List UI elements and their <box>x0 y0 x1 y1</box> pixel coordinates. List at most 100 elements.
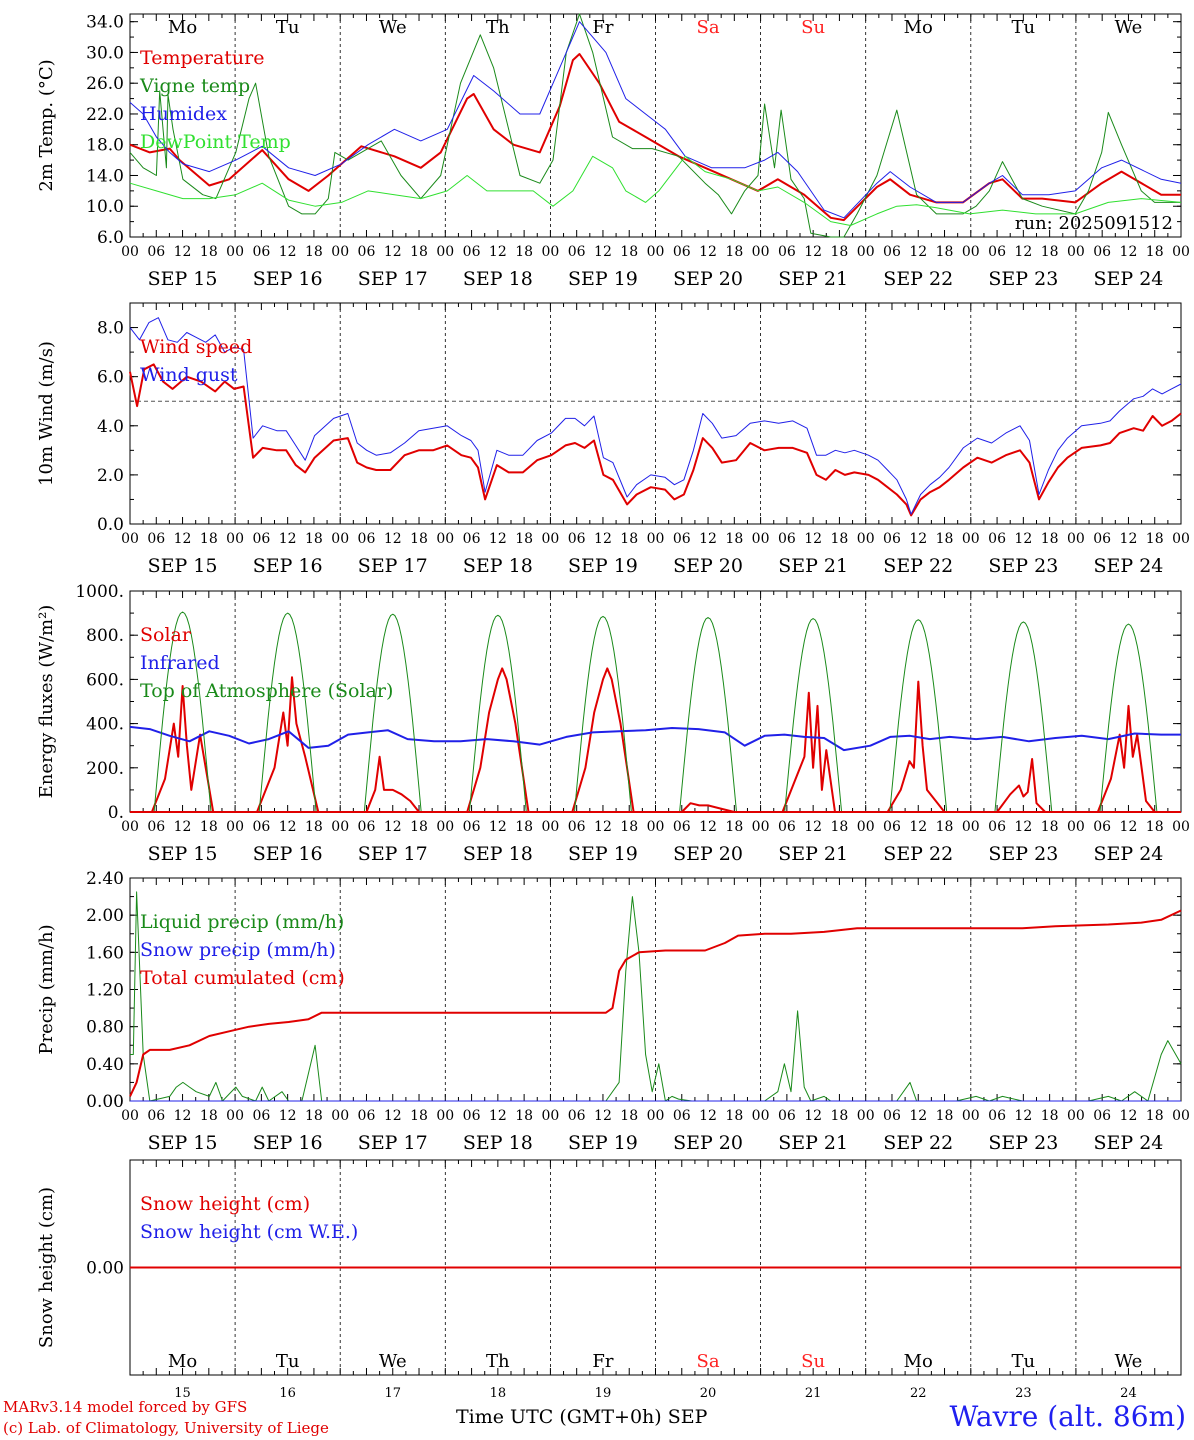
legend-entry: Liquid precip (mm/h) <box>140 911 344 933</box>
series-line-infrared <box>129 725 1181 752</box>
legend-entry: Solar <box>140 624 192 646</box>
x-day-number: 16 <box>279 1386 296 1401</box>
x-hour-label: 18 <box>620 819 638 835</box>
x-date-label: SEP 24 <box>1094 268 1164 290</box>
x-hour-label: 06 <box>147 244 165 260</box>
x-hour-label: 18 <box>515 1108 533 1124</box>
y-tick-label: 1000. <box>75 582 124 602</box>
x-date-label: SEP 21 <box>778 843 848 865</box>
x-hour-label: 00 <box>436 531 454 547</box>
x-hour-label: 18 <box>1146 1108 1164 1124</box>
x-hour-label: 06 <box>358 531 376 547</box>
x-day-number: 22 <box>910 1386 927 1401</box>
x-date-label: SEP 19 <box>568 1132 638 1154</box>
x-hour-label: 18 <box>936 1108 954 1124</box>
x-hour-label: 06 <box>568 244 586 260</box>
x-hour-label: 18 <box>515 819 533 835</box>
x-hour-label: 00 <box>1172 244 1190 260</box>
x-hour-label: 18 <box>1041 819 1059 835</box>
y-tick-label: 18.0 <box>86 136 124 156</box>
x-day-number: 20 <box>700 1386 717 1401</box>
x-hour-label: 06 <box>988 244 1006 260</box>
y-axis-label: Precip (mm/h) <box>36 924 57 1054</box>
x-hour-label: 06 <box>1093 1108 1111 1124</box>
day-name-label: Su <box>801 17 825 38</box>
x-date-label: SEP 18 <box>463 555 533 577</box>
x-hour-label: 12 <box>909 819 927 835</box>
x-hour-label: 12 <box>384 1108 402 1124</box>
time-axis-label: Time UTC (GMT+0h) SEP <box>456 1406 708 1428</box>
x-hour-label: 18 <box>1146 244 1164 260</box>
x-hour-label: 12 <box>594 1108 612 1124</box>
x-hour-label: 12 <box>804 244 822 260</box>
day-name-label: Mo <box>904 17 933 38</box>
legend-entry: Wind gust <box>140 364 238 386</box>
x-day-number: 17 <box>384 1386 401 1401</box>
x-date-label: SEP 24 <box>1094 555 1164 577</box>
x-hour-label: 00 <box>1172 1108 1190 1124</box>
x-hour-label: 00 <box>647 244 665 260</box>
day-name-label: Th <box>486 17 510 38</box>
day-name-label: We <box>379 17 407 38</box>
day-name-label: Su <box>801 1351 825 1372</box>
day-name-label: Mo <box>168 17 197 38</box>
y-tick-label: 6.0 <box>97 228 124 248</box>
y-tick-label: 600. <box>86 670 124 690</box>
x-hour-label: 00 <box>647 1108 665 1124</box>
x-hour-label: 12 <box>1014 244 1032 260</box>
y-tick-label: 2.00 <box>86 906 124 926</box>
x-hour-label: 06 <box>358 1108 376 1124</box>
x-hour-label: 00 <box>752 1108 770 1124</box>
x-hour-label: 06 <box>252 819 270 835</box>
legend-entry: Temperature <box>140 47 264 69</box>
x-hour-label: 18 <box>410 244 428 260</box>
x-hour-label: 00 <box>121 1108 139 1124</box>
x-date-label: SEP 15 <box>148 843 218 865</box>
day-name-label: Sa <box>697 17 720 38</box>
x-hour-label: 06 <box>252 1108 270 1124</box>
x-date-label: SEP 20 <box>673 268 743 290</box>
legend-entry: Snow height (cm) <box>140 1193 310 1215</box>
legend-entry: Vigne temp <box>139 75 250 97</box>
x-hour-label: 00 <box>121 244 139 260</box>
x-hour-label: 18 <box>936 819 954 835</box>
x-hour-label: 12 <box>384 244 402 260</box>
y-tick-label: 1.60 <box>86 943 124 963</box>
x-hour-label: 00 <box>541 819 559 835</box>
y-tick-label: 800. <box>86 626 124 646</box>
day-name-label: Fr <box>592 1351 613 1372</box>
x-hour-label: 18 <box>410 1108 428 1124</box>
x-hour-label: 06 <box>988 1108 1006 1124</box>
x-hour-label: 00 <box>331 244 349 260</box>
x-hour-label: 00 <box>1172 819 1190 835</box>
day-name-label: Sa <box>697 1351 720 1372</box>
y-axis-label: 2m Temp. (°C) <box>36 59 57 191</box>
x-hour-label: 00 <box>857 1108 875 1124</box>
y-tick-label: 1.20 <box>86 981 124 1001</box>
x-hour-label: 12 <box>384 531 402 547</box>
x-date-label: SEP 23 <box>988 555 1058 577</box>
x-date-label: SEP 24 <box>1094 1132 1164 1154</box>
x-hour-label: 06 <box>568 531 586 547</box>
x-hour-label: 00 <box>226 1108 244 1124</box>
x-hour-label: 18 <box>831 244 849 260</box>
x-hour-label: 18 <box>725 531 743 547</box>
series-line-solar <box>150 667 1156 813</box>
x-date-label: SEP 22 <box>883 1132 953 1154</box>
x-hour-label: 00 <box>752 244 770 260</box>
y-tick-label: 0.40 <box>86 1055 124 1075</box>
x-hour-label: 00 <box>1172 531 1190 547</box>
x-hour-label: 06 <box>1093 244 1111 260</box>
x-date-label: SEP 21 <box>778 1132 848 1154</box>
x-hour-label: 12 <box>279 244 297 260</box>
x-hour-label: 06 <box>673 1108 691 1124</box>
x-hour-label: 12 <box>909 244 927 260</box>
x-hour-label: 12 <box>1120 244 1138 260</box>
x-hour-label: 18 <box>305 244 323 260</box>
x-hour-label: 18 <box>1146 531 1164 547</box>
x-hour-label: 18 <box>725 819 743 835</box>
x-date-label: SEP 16 <box>253 555 323 577</box>
x-hour-label: 18 <box>200 819 218 835</box>
x-hour-label: 00 <box>541 531 559 547</box>
